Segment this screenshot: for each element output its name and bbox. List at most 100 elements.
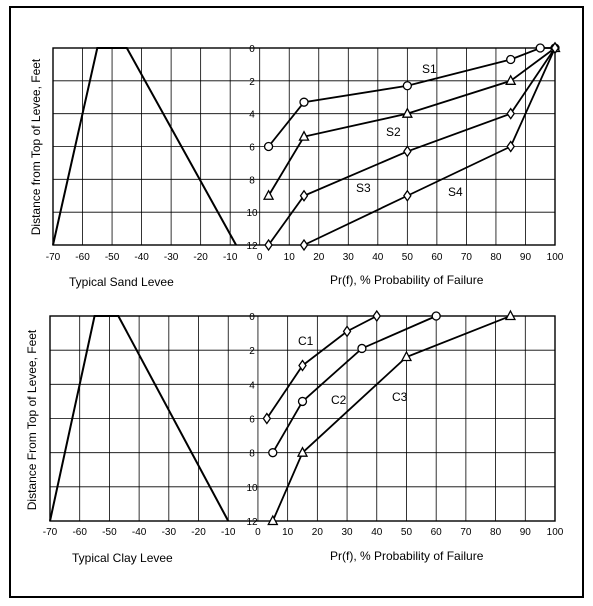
data-point-circle (297, 396, 308, 407)
x-tick-label: 60 (431, 527, 443, 538)
x-axis-label: Pr(f), % Probability of Failure (330, 549, 484, 563)
y-tick-label: 0 (249, 312, 255, 323)
data-point-triangle (504, 309, 517, 321)
levee-profile-line (49, 315, 230, 522)
x-tick-label: 0 (257, 252, 263, 263)
y-tick-label: 12 (246, 517, 258, 528)
series-label-c3: C3 (392, 390, 408, 404)
y-tick-label: 10 (246, 208, 258, 219)
x-tick-label: 100 (547, 252, 564, 263)
y-tick-label: 4 (249, 110, 255, 121)
x-tick-label: -10 (221, 527, 236, 538)
x-tick-label: 90 (520, 527, 532, 538)
x-tick-label: -30 (164, 252, 179, 263)
data-point-diamond (298, 359, 307, 372)
panel-label: Typical Sand Levee (69, 275, 174, 289)
x-tick-label: -20 (191, 527, 206, 538)
chart-panel-sand: Distance from Top of Levee, Feet Typical… (29, 41, 564, 289)
x-tick-label: -30 (162, 527, 177, 538)
data-point-triangle (401, 107, 413, 118)
data-point-triangle (298, 130, 310, 141)
x-tick-label: -50 (105, 252, 120, 263)
x-tick-label: 50 (401, 527, 413, 538)
x-axis-label: Pr(f), % Probability of Failure (330, 273, 484, 287)
x-tick-label: 0 (255, 527, 261, 538)
x-tick-label: 80 (490, 252, 502, 263)
y-tick-label: 8 (249, 175, 255, 186)
x-tick-label: -60 (75, 252, 90, 263)
data-point-triangle (400, 350, 413, 362)
data-point-circle (535, 43, 545, 53)
x-tick-label: 20 (312, 527, 324, 538)
data-point-diamond (403, 145, 412, 158)
x-tick-label: 70 (461, 252, 473, 263)
y-tick-label: 6 (249, 415, 255, 426)
x-tick-label: 90 (520, 252, 532, 263)
y-tick-label: 2 (249, 346, 255, 357)
x-tick-label: -20 (193, 252, 208, 263)
data-point-circle (431, 311, 441, 321)
x-tick-label: 80 (490, 527, 502, 538)
data-point-triangle (262, 189, 275, 200)
series-label-c1: C1 (298, 334, 314, 348)
data-point-diamond (506, 107, 515, 120)
x-tick-label: 20 (313, 252, 325, 263)
y-tick-label: 6 (249, 143, 255, 154)
x-tick-label: -50 (102, 527, 117, 538)
series-label-c2: C2 (331, 393, 347, 407)
y-tick-label: 12 (246, 241, 258, 252)
data-point-circle (506, 54, 516, 65)
series-label-s3: S3 (356, 181, 371, 195)
x-tick-label: -60 (72, 527, 87, 538)
data-point-diamond (262, 412, 272, 425)
y-axis-label: Distance from Top of Levee, Feet (29, 58, 43, 235)
x-tick-label: -40 (132, 527, 147, 538)
y-axis-label: Distance From Top of Levee, Feet (25, 329, 39, 510)
x-tick-label: 40 (371, 527, 383, 538)
data-point-diamond (403, 189, 412, 202)
data-point-triangle (296, 446, 309, 457)
data-point-triangle (267, 514, 279, 526)
x-tick-label: -70 (43, 527, 58, 538)
x-tick-label: 10 (284, 252, 296, 263)
series-line-c1 (266, 315, 378, 420)
data-point-diamond (372, 309, 382, 323)
data-point-circle (263, 141, 274, 152)
x-tick-label: -70 (46, 252, 61, 263)
data-point-diamond (264, 238, 273, 252)
series-label-s2: S2 (386, 125, 401, 139)
data-point-diamond (550, 41, 560, 55)
x-tick-label: -10 (223, 252, 238, 263)
y-tick-label: 2 (249, 77, 255, 88)
series-line-s4 (303, 47, 556, 246)
data-point-circle (402, 81, 413, 91)
x-tick-label: 100 (547, 527, 564, 538)
x-tick-label: 60 (431, 252, 443, 263)
series-label-s1: S1 (422, 62, 437, 76)
series-line-s2 (267, 47, 556, 197)
series-line-c2 (272, 315, 437, 454)
series-label-s4: S4 (448, 185, 463, 199)
data-point-diamond (506, 140, 515, 153)
panel-label: Typical Clay Levee (72, 551, 173, 565)
x-tick-label: 10 (282, 527, 294, 538)
x-tick-label: 30 (341, 527, 353, 538)
data-point-diamond (342, 325, 352, 338)
y-tick-label: 0 (249, 44, 255, 55)
plot-area-frame (49, 315, 556, 522)
levee-profile-line (52, 47, 237, 246)
data-point-circle (299, 97, 309, 107)
data-point-circle (268, 448, 278, 458)
data-point-circle (357, 343, 367, 354)
y-tick-label: 4 (249, 380, 255, 391)
data-point-triangle (505, 74, 517, 85)
y-tick-label: 10 (246, 483, 258, 494)
x-tick-label: 40 (372, 252, 384, 263)
figure-border (9, 6, 584, 598)
x-tick-label: 50 (402, 252, 414, 263)
x-tick-label: 70 (460, 527, 472, 538)
data-point-diamond (299, 238, 309, 252)
chart-panel-clay: Distance From Top of Levee, Feet Typical… (25, 309, 564, 565)
series-line-c3 (271, 315, 511, 522)
